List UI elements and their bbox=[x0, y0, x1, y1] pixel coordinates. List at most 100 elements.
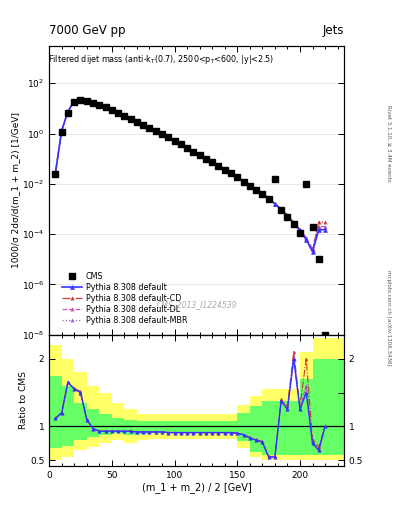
CMS bbox=[310, 223, 315, 229]
Pythia 8.308 default-CD bbox=[141, 121, 145, 127]
Pythia 8.308 default-CD bbox=[116, 110, 121, 116]
Pythia 8.308 default-CD bbox=[122, 113, 127, 119]
Pythia 8.308 default-CD bbox=[178, 140, 183, 146]
Pythia 8.308 default-DL bbox=[147, 124, 152, 131]
Pythia 8.308 default bbox=[310, 249, 315, 255]
Pythia 8.308 default-DL bbox=[241, 178, 246, 184]
Pythia 8.308 default-MBR bbox=[84, 97, 89, 103]
Pythia 8.308 default bbox=[84, 97, 89, 103]
CMS bbox=[260, 191, 265, 198]
Pythia 8.308 default-MBR bbox=[298, 227, 302, 233]
Pythia 8.308 default-MBR bbox=[53, 170, 58, 176]
CMS bbox=[110, 107, 114, 113]
Pythia 8.308 default-CD bbox=[59, 127, 64, 134]
CMS bbox=[66, 110, 70, 116]
Text: mcplots.cern.ch [arXiv:1306.3436]: mcplots.cern.ch [arXiv:1306.3436] bbox=[386, 270, 391, 365]
Pythia 8.308 default bbox=[298, 227, 302, 233]
Pythia 8.308 default-DL bbox=[254, 186, 259, 193]
Bar bbox=[212, 421, 225, 433]
Bar bbox=[325, 338, 344, 460]
Pythia 8.308 default bbox=[241, 178, 246, 184]
Bar bbox=[225, 421, 237, 433]
Pythia 8.308 default-CD bbox=[279, 206, 283, 212]
Pythia 8.308 default bbox=[272, 201, 277, 207]
Pythia 8.308 default-CD bbox=[323, 219, 327, 225]
Line: Pythia 8.308 default-CD: Pythia 8.308 default-CD bbox=[54, 97, 327, 251]
Pythia 8.308 default-DL bbox=[279, 206, 283, 212]
Pythia 8.308 default-DL bbox=[103, 104, 108, 110]
Bar bbox=[187, 421, 200, 433]
Bar bbox=[137, 414, 149, 440]
Pythia 8.308 default bbox=[160, 131, 164, 137]
Pythia 8.308 default-DL bbox=[122, 113, 127, 119]
Bar bbox=[124, 410, 137, 443]
Pythia 8.308 default-CD bbox=[84, 97, 89, 103]
Pythia 8.308 default-CD bbox=[160, 131, 164, 137]
Pythia 8.308 default bbox=[210, 159, 215, 165]
Bar bbox=[124, 420, 137, 435]
Bar bbox=[187, 414, 200, 439]
CMS bbox=[248, 183, 252, 189]
Pythia 8.308 default bbox=[91, 99, 95, 105]
Pythia 8.308 default bbox=[197, 152, 202, 158]
Pythia 8.308 default-DL bbox=[260, 191, 265, 197]
Pythia 8.308 default-MBR bbox=[134, 118, 139, 124]
Pythia 8.308 default-MBR bbox=[310, 247, 315, 253]
Pythia 8.308 default-CD bbox=[197, 152, 202, 158]
Pythia 8.308 default-DL bbox=[216, 162, 221, 168]
Pythia 8.308 default bbox=[166, 134, 171, 140]
Bar bbox=[300, 379, 312, 455]
CMS bbox=[59, 130, 64, 136]
Pythia 8.308 default bbox=[178, 140, 183, 146]
Bar bbox=[112, 403, 124, 440]
Pythia 8.308 default-MBR bbox=[172, 137, 177, 143]
Pythia 8.308 default bbox=[216, 162, 221, 168]
Pythia 8.308 default-CD bbox=[241, 178, 246, 184]
Pythia 8.308 default-DL bbox=[78, 96, 83, 102]
CMS bbox=[304, 181, 309, 187]
Pythia 8.308 default bbox=[78, 96, 83, 102]
Pythia 8.308 default-MBR bbox=[254, 186, 259, 193]
Pythia 8.308 default bbox=[185, 144, 189, 151]
Pythia 8.308 default-CD bbox=[172, 137, 177, 143]
Bar bbox=[312, 358, 325, 455]
Pythia 8.308 default-MBR bbox=[72, 98, 77, 104]
CMS bbox=[279, 207, 283, 213]
Pythia 8.308 default bbox=[279, 206, 283, 212]
CMS bbox=[178, 141, 183, 147]
Bar bbox=[263, 401, 275, 455]
Pythia 8.308 default bbox=[235, 174, 240, 180]
Pythia 8.308 default-MBR bbox=[91, 99, 95, 105]
Pythia 8.308 default-DL bbox=[222, 166, 227, 173]
Pythia 8.308 default bbox=[229, 170, 233, 176]
Bar bbox=[250, 396, 263, 457]
Pythia 8.308 default-DL bbox=[323, 223, 327, 229]
Text: CMS_2013_I1224539: CMS_2013_I1224539 bbox=[156, 300, 237, 309]
Pythia 8.308 default-CD bbox=[266, 195, 271, 201]
Pythia 8.308 default-DL bbox=[197, 152, 202, 158]
Pythia 8.308 default-DL bbox=[272, 201, 277, 207]
CMS bbox=[147, 125, 152, 131]
Bar bbox=[275, 389, 287, 460]
Pythia 8.308 default bbox=[291, 220, 296, 226]
Bar bbox=[87, 410, 99, 437]
Pythia 8.308 default-MBR bbox=[160, 131, 164, 137]
Text: 7000 GeV pp: 7000 GeV pp bbox=[49, 25, 126, 37]
CMS bbox=[197, 152, 202, 158]
CMS bbox=[323, 332, 327, 338]
Pythia 8.308 default-DL bbox=[128, 115, 133, 121]
Pythia 8.308 default-CD bbox=[260, 190, 265, 197]
Pythia 8.308 default-CD bbox=[153, 127, 158, 134]
Pythia 8.308 default-DL bbox=[178, 140, 183, 146]
Pythia 8.308 default bbox=[128, 115, 133, 121]
Pythia 8.308 default-DL bbox=[116, 110, 121, 116]
Pythia 8.308 default-MBR bbox=[304, 235, 309, 241]
Bar bbox=[112, 418, 124, 433]
Bar bbox=[300, 352, 312, 460]
Pythia 8.308 default bbox=[116, 110, 121, 116]
Pythia 8.308 default-MBR bbox=[316, 223, 321, 229]
Line: Pythia 8.308 default-MBR: Pythia 8.308 default-MBR bbox=[54, 97, 327, 252]
Pythia 8.308 default-DL bbox=[153, 127, 158, 134]
Pythia 8.308 default-MBR bbox=[147, 124, 152, 131]
Pythia 8.308 default bbox=[66, 109, 70, 115]
